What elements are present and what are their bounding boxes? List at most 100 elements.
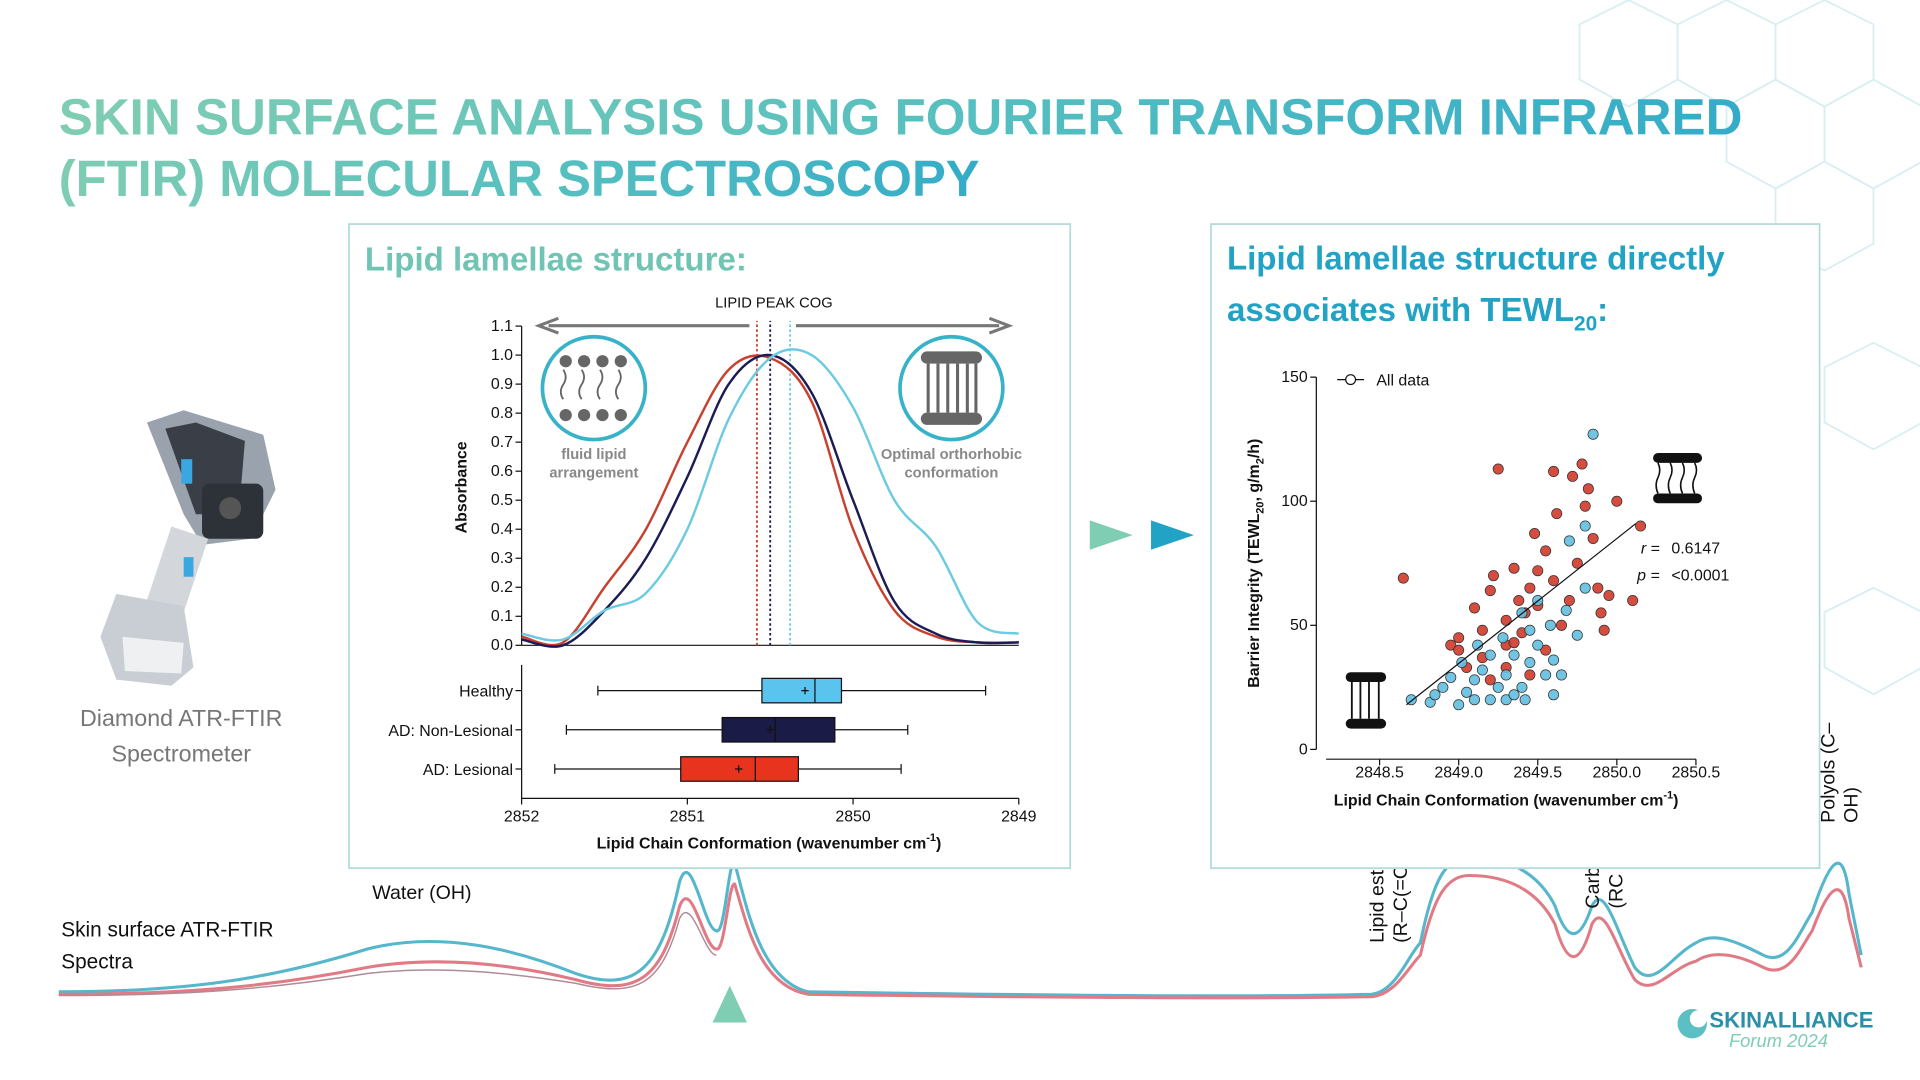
heading-text: associates with TEWL [1227,292,1574,329]
data-point [1571,629,1583,641]
right-panel [1210,223,1821,870]
data-point [1508,562,1520,574]
slide-title: SKIN SURFACE ANALYSIS USING FOURIER TRAN… [59,88,1743,146]
y-tick-label: 50 [1290,617,1308,634]
spectrum-chart: 0.0 0.1 0.2 0.3 0.4 0.5 0.6 0.7 0.8 0.9 1.0 1.1 Abso… [454,295,1022,654]
data-point [1508,689,1520,701]
y-tick-label: 1.0 [491,347,513,364]
data-point [1476,624,1488,636]
icon-label: fluid lipid [561,447,626,463]
device-label: Diamond ATR-FTIR [80,705,282,731]
data-point [1492,681,1504,693]
data-point [1555,669,1567,681]
data-point [1595,607,1607,619]
data-point [1500,694,1512,706]
axis-label: Barrier Integrity (TEWL20, g/m2/h) [1246,439,1267,688]
box-chart: 2852 2851 2850 2849 Lipid Chain Conformation… [388,664,1037,853]
spectra-label: Skin surface ATR-FTIR [61,919,273,942]
data-point [1548,689,1560,701]
data-point [1598,624,1610,636]
spectrum-line [521,353,1019,648]
y-tick-label: 0 [1299,741,1308,758]
axis-label-text: /h) [1246,439,1263,458]
axis-label-text: Barrier Integrity (TEWL [1246,513,1263,687]
logo-event: Forum 2024 [1729,1030,1828,1051]
data-point [1453,644,1465,656]
panel-heading: Lipid lamellae structure directly [1227,240,1725,277]
data-point [1587,428,1599,440]
fit-line [1406,523,1637,706]
data-point [1635,520,1647,532]
data-point [1497,632,1509,644]
data-point [1582,483,1594,495]
axis-label: Lipid Chain Conformation (wavenumber cm-… [1334,789,1679,809]
data-point [1524,582,1536,594]
data-point [1540,545,1552,557]
scatter-chart: 0 50 100 150 2848.5 2849.0 2849.5 2850.0 2850.5 L… [1246,369,1730,810]
device-label: Spectrometer [111,741,251,767]
data-point [1492,463,1504,475]
data-point [1484,674,1496,686]
data-point [1516,681,1528,693]
axis-label-text: ) [936,836,941,853]
data-point [1397,572,1409,584]
icon-label: conformation [905,466,999,482]
y-tick-label: 0.4 [491,521,513,538]
data-point [1529,527,1541,539]
heading-subscript: 20 [1574,313,1597,336]
y-tick-label: 0.2 [491,579,513,596]
flow-arrow [1089,520,1133,550]
device-image [100,410,276,686]
data-point [1576,458,1588,470]
y-tick-label: 0.0 [491,637,513,654]
axis-label: Lipid Chain Conformation (wavenumber cm-… [597,832,942,852]
y-tick-label: 0.7 [491,434,513,451]
data-point [1513,594,1525,606]
axis-label-text: , g/m [1246,464,1263,501]
data-point [1429,689,1441,701]
panel-heading: Lipid lamellae structure: [365,242,747,279]
data-point [1456,657,1468,669]
direction-arrow [795,316,1014,335]
y-tick-label: 150 [1281,369,1308,386]
stat-label: p = [1636,567,1660,584]
data-point [1519,694,1531,706]
y-tick-label: 0.1 [491,608,513,625]
icon-label: Optimal orthorhobic [881,447,1022,463]
box [721,716,836,743]
y-tick-label: 0.9 [491,376,513,393]
x-tick-label: 2848.5 [1355,765,1404,782]
legend-marker [1345,374,1357,386]
logo: SKINALLIANCE Forum 2024 [1677,1007,1873,1051]
slide-title: (FTIR) MOLECULAR SPECTROSCOPY [59,149,980,207]
data-point [1540,669,1552,681]
data-point [1445,639,1457,651]
data-point [1468,602,1481,614]
category-label: Healthy [459,684,513,701]
data-point [1508,637,1520,649]
data-point [1548,575,1560,587]
data-point [1540,644,1552,656]
axis-label-script: 2 [1255,458,1267,464]
y-tick-label: 0.3 [491,550,513,567]
band-label: (RC [1605,874,1627,909]
band-label: Water (OH) [372,882,471,904]
data-point [1484,649,1496,661]
membrane-icons [540,334,1703,729]
y-tick-label: 0.6 [491,463,513,480]
data-point [1548,654,1560,666]
data-point [1563,535,1575,547]
stat-value: 0.6147 [1671,540,1720,557]
data-point [1476,664,1488,676]
x-tick-label: 2849.0 [1434,765,1483,782]
axis-label-text: ) [1673,793,1678,810]
data-point [1551,508,1563,520]
band-label: OH) [1841,787,1863,823]
x-tick-label: 2849 [1001,809,1037,826]
axis-label-script: -1 [1663,789,1673,801]
logo-brand: SKINALLIANCE [1709,1007,1873,1032]
data-point [1579,500,1591,512]
x-tick-label: 2850.5 [1672,765,1721,782]
bottom-spectrum [58,855,1863,1000]
